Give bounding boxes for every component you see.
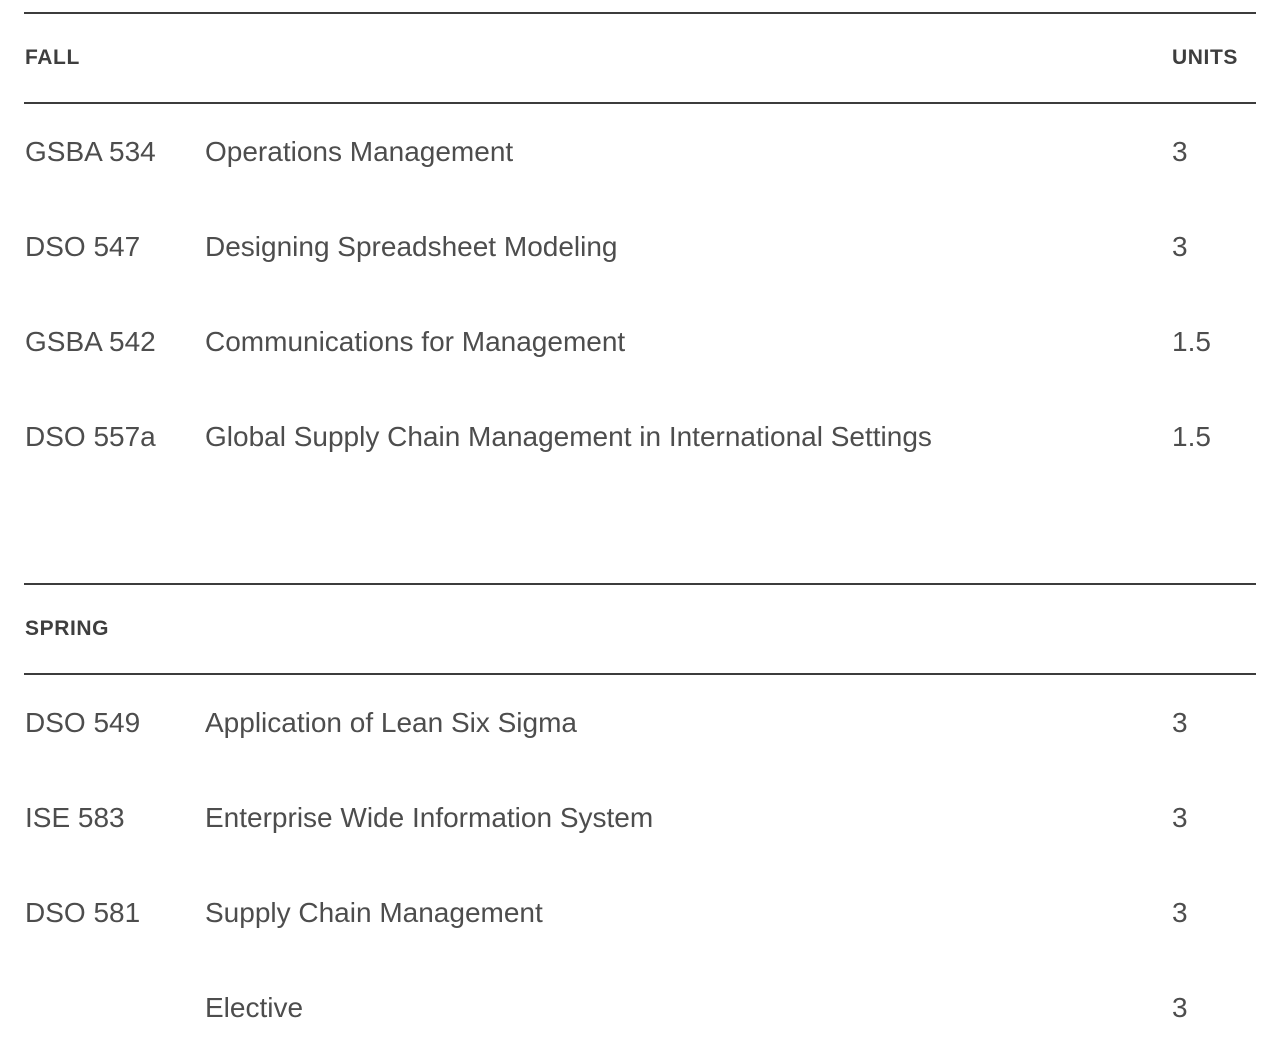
course-units: 3	[1172, 991, 1188, 1023]
course-units: 1.5	[1172, 420, 1211, 452]
units-column-header: UNITS	[1172, 46, 1238, 69]
course-name: Designing Spreadsheet Modeling	[205, 230, 618, 262]
course-name: Elective	[205, 991, 304, 1023]
course-units: 3	[1172, 801, 1188, 833]
course-name: Enterprise Wide Information System	[205, 801, 654, 833]
course-code: GSBA 542	[25, 325, 156, 357]
term-section-spring: SPRING DSO 549 Application of Lean Six S…	[24, 583, 1256, 1055]
course-name: Communications for Management	[205, 325, 626, 357]
course-name: Operations Management	[205, 135, 514, 167]
term-section-fall: FALL UNITS GSBA 534 Operations Managemen…	[24, 0, 1256, 484]
course-rows: GSBA 534 Operations Management 3 DSO 547…	[24, 104, 1256, 484]
term-label: SPRING	[25, 617, 110, 640]
course-name: Supply Chain Management	[205, 896, 543, 928]
course-schedule-table: FALL UNITS GSBA 534 Operations Managemen…	[24, 0, 1256, 1055]
course-code: GSBA 534	[25, 135, 156, 167]
course-name: Global Supply Chain Management in Intern…	[205, 420, 932, 452]
course-row: ISE 583 Enterprise Wide Information Syst…	[24, 770, 1256, 865]
course-units: 3	[1172, 706, 1188, 738]
course-row: DSO 557a Global Supply Chain Management …	[24, 389, 1256, 484]
course-code: DSO 581	[25, 896, 141, 928]
section-header: FALL UNITS	[24, 14, 1256, 102]
course-code: ISE 583	[25, 801, 125, 833]
course-row: GSBA 542 Communications for Management 1…	[24, 294, 1256, 389]
course-code: DSO 547	[25, 230, 141, 262]
section-top-rule	[24, 12, 1256, 14]
course-row: Elective 3	[24, 960, 1256, 1055]
course-units: 3	[1172, 135, 1188, 167]
course-row: GSBA 534 Operations Management 3	[24, 104, 1256, 199]
section-header-rule	[24, 102, 1256, 104]
course-units: 3	[1172, 896, 1188, 928]
course-code: DSO 557a	[25, 420, 156, 452]
section-header-rule	[24, 673, 1256, 675]
course-units: 3	[1172, 230, 1188, 262]
course-name: Application of Lean Six Sigma	[205, 706, 577, 738]
section-header: SPRING	[24, 585, 1256, 673]
course-units: 1.5	[1172, 325, 1211, 357]
course-row: DSO 547 Designing Spreadsheet Modeling 3	[24, 199, 1256, 294]
section-top-rule	[24, 583, 1256, 585]
term-label: FALL	[25, 46, 80, 69]
course-rows: DSO 549 Application of Lean Six Sigma 3 …	[24, 675, 1256, 1055]
course-row: DSO 581 Supply Chain Management 3	[24, 865, 1256, 960]
course-code: DSO 549	[25, 706, 141, 738]
course-row: DSO 549 Application of Lean Six Sigma 3	[24, 675, 1256, 770]
